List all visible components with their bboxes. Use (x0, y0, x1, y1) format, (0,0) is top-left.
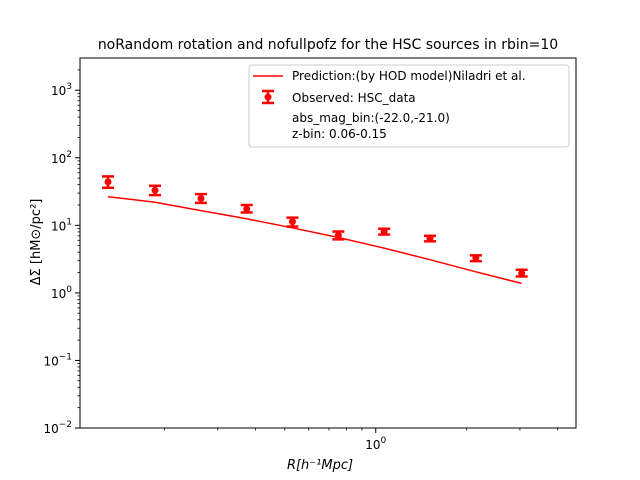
data-point (104, 178, 112, 186)
legend-box (248, 64, 570, 148)
legend: Prediction:(by HOD model)Niladri et al. O… (248, 64, 570, 148)
legend-label-observed: Observed: HSC_data (292, 91, 416, 105)
data-point (197, 194, 205, 202)
legend-annotation-mag-bin: abs_mag_bin:(-22.0,-21.0) (292, 111, 450, 125)
data-point (380, 228, 388, 236)
y-tick-label: 103 (51, 82, 72, 98)
prediction-line (107, 195, 522, 285)
data-point (288, 218, 296, 226)
y-tick-label: 10−1 (43, 352, 72, 368)
y-tick-label: 101 (51, 217, 72, 233)
chart-title: noRandom rotation and nofullpofz for the… (98, 37, 558, 53)
data-point (151, 186, 159, 194)
x-tick-label: 100 (365, 436, 386, 452)
plot-area: 10−2 10−1 100 101 102 103 100 (43, 69, 559, 452)
y-tick-label: 100 (51, 285, 72, 301)
data-point (518, 269, 526, 277)
data-point (243, 205, 251, 213)
axes-frame (79, 57, 577, 429)
data-point (426, 234, 434, 242)
y-tick-label: 10−2 (43, 420, 72, 436)
y-tick-label: 102 (51, 150, 72, 166)
data-point (334, 231, 342, 239)
legend-label-prediction: Prediction:(by HOD model)Niladri et al. (292, 69, 526, 83)
legend-annotation-z-bin: z-bin: 0.06-0.15 (292, 127, 387, 141)
legend-marker-swatch (264, 93, 272, 101)
data-point (472, 254, 480, 262)
x-axis-label: R[h⁻¹Mpc] (287, 458, 353, 473)
y-axis-label: ΔΣ [hM⊙/pc²] (29, 199, 44, 286)
